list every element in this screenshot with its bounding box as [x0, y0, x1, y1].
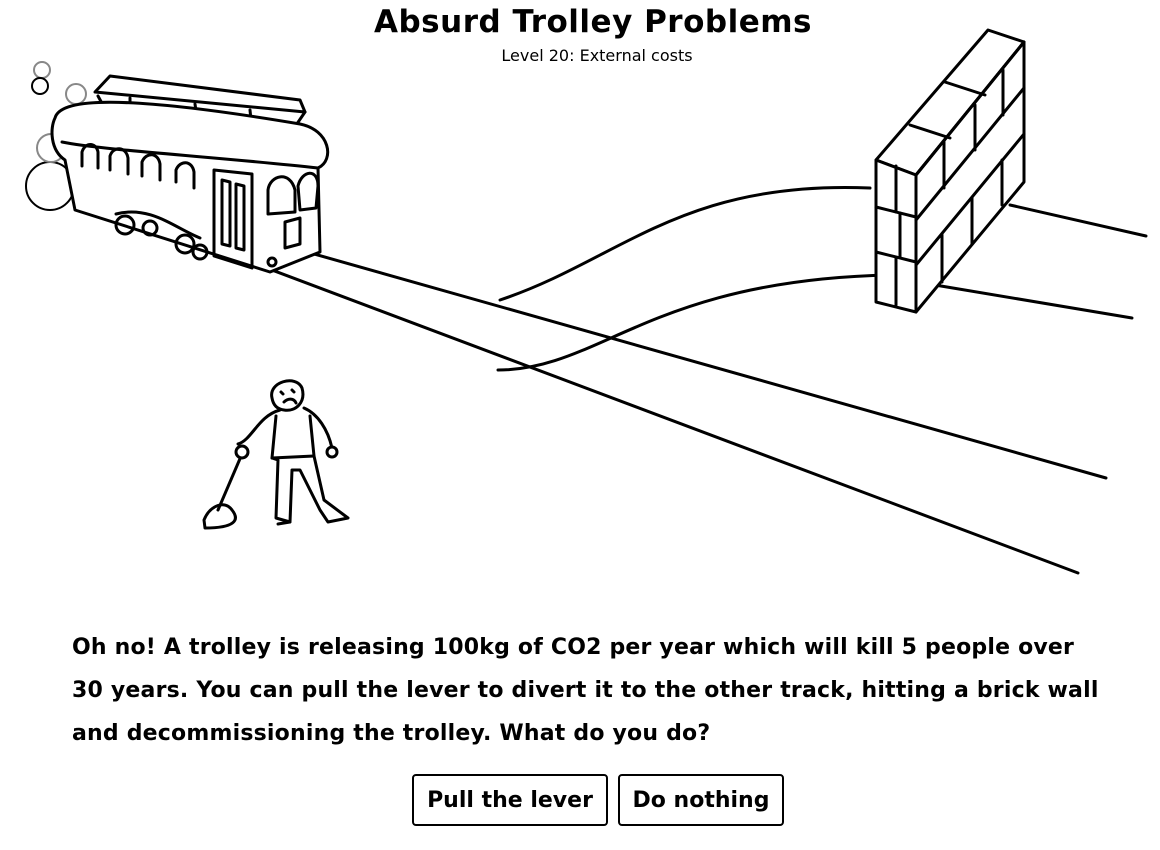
level-subtitle: Level 20: External costs	[501, 46, 693, 65]
scenario-prompt: Oh no! A trolley is releasing 100kg of C…	[72, 635, 1099, 746]
diverted-track	[496, 185, 1148, 372]
do-nothing-button[interactable]: Do nothing	[618, 774, 784, 826]
scene-illustration	[25, 28, 1148, 575]
pull-lever-button[interactable]: Pull the lever	[412, 774, 608, 826]
person	[236, 379, 350, 526]
brick-wall	[874, 28, 1026, 314]
main-track	[238, 248, 1108, 575]
lever	[202, 444, 250, 530]
page-title: Absurd Trolley Problems	[374, 4, 812, 40]
trolley	[25, 61, 330, 274]
